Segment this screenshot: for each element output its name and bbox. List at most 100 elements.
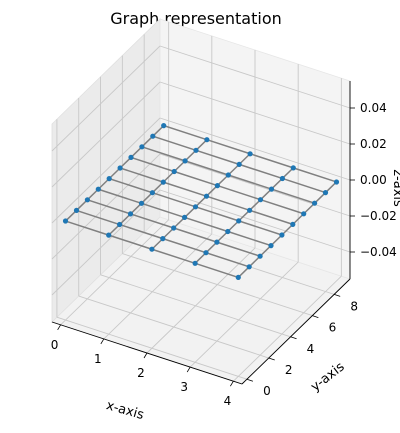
gridline-z-left <box>51 81 161 188</box>
graph-node <box>149 190 155 196</box>
x-tick <box>230 380 234 387</box>
graph-edge <box>194 262 240 279</box>
graph-node <box>204 137 210 143</box>
graph-node <box>290 165 296 171</box>
graph-node <box>193 147 199 153</box>
graph-node <box>127 211 134 217</box>
graph-node <box>247 151 253 157</box>
graph-node <box>84 197 90 203</box>
x-tick-label: 0 <box>51 338 59 352</box>
graph-node <box>257 253 263 259</box>
x-tick <box>143 352 148 359</box>
graph-node <box>138 200 145 206</box>
graph-edge <box>205 195 251 212</box>
graph-node <box>268 243 274 249</box>
graph-edge <box>248 209 294 226</box>
graph-node <box>214 239 220 245</box>
y-tick-label: 2 <box>285 363 293 377</box>
graph-edge <box>205 251 250 268</box>
graph-node <box>203 250 209 256</box>
graph-edge <box>152 135 197 152</box>
graph-edge <box>249 153 295 169</box>
graph-edge <box>227 174 273 190</box>
graph-edge <box>119 167 165 183</box>
graph-node <box>128 154 134 160</box>
graph-node <box>235 274 241 280</box>
gridline-z-back <box>159 81 351 145</box>
gridline-z-back <box>159 45 351 109</box>
graph-edge <box>162 181 208 197</box>
graph-edge <box>183 216 229 233</box>
x-tick <box>186 366 191 373</box>
graph-node <box>182 158 188 164</box>
z-tick-label: −0.04 <box>360 245 397 259</box>
graph-nodes <box>62 123 340 280</box>
graph-edge <box>216 241 261 257</box>
graph-edge <box>173 170 219 187</box>
gridline-x-floor <box>103 233 213 340</box>
y-axis-label: y-axis <box>308 359 348 394</box>
graph-edge <box>141 146 186 162</box>
graph-node <box>236 161 242 167</box>
gridline-x-floor <box>146 247 256 354</box>
graph-node <box>214 183 220 189</box>
graph-node <box>246 264 252 270</box>
graph-node <box>333 179 340 185</box>
x-tick <box>100 338 105 345</box>
graph-node <box>257 197 264 203</box>
graph-node <box>312 200 318 206</box>
graph-node <box>225 228 231 235</box>
gridline-y-floor <box>100 274 291 338</box>
graph-node <box>290 221 296 227</box>
graph-node <box>149 246 155 252</box>
graph-node <box>247 207 253 213</box>
graph-node <box>279 232 285 238</box>
y-axis-line <box>241 278 351 385</box>
graph-edge <box>270 188 316 204</box>
graph-edge <box>129 213 175 229</box>
x-tick-label: 4 <box>224 394 232 408</box>
graph-node <box>139 144 145 150</box>
graph-node <box>171 225 177 231</box>
gridline-z-back <box>159 189 351 253</box>
graph-node <box>150 133 156 139</box>
graph-edge <box>184 160 230 176</box>
gridline-z-left <box>51 189 161 296</box>
gridline-z-left <box>51 45 161 152</box>
graph-edge <box>227 230 272 247</box>
y-tick-label: 4 <box>307 342 315 356</box>
y-tick <box>246 378 254 382</box>
graph-node <box>268 186 275 192</box>
graph-node <box>192 204 199 210</box>
graph-node <box>160 236 166 242</box>
z-tick-label: 0.04 <box>360 101 387 115</box>
graph-edge <box>107 234 153 250</box>
graph-edge <box>172 227 218 243</box>
gridline-x-floor <box>189 261 299 368</box>
gridline-y-floor <box>122 253 313 317</box>
graph-node <box>192 260 198 266</box>
x-tick-label: 1 <box>94 352 102 366</box>
graph-edge <box>86 199 132 215</box>
graph-edge <box>97 188 143 205</box>
x-tick-label: 3 <box>180 380 188 394</box>
y-tick <box>290 336 297 340</box>
graph-node <box>73 207 80 213</box>
graph-edge <box>108 177 154 194</box>
x-axis-label: x-axis <box>104 398 145 423</box>
z-tick-label: −0.02 <box>360 209 397 223</box>
graph-node <box>301 211 307 217</box>
x-tick <box>57 324 61 331</box>
graph-edge <box>292 167 338 183</box>
graph-edge <box>281 177 327 194</box>
y-tick <box>334 293 341 297</box>
graph-edge <box>140 202 186 219</box>
gridline-x-floor <box>233 275 342 382</box>
y-tick-label: 6 <box>329 321 337 335</box>
chart-title: Graph representation <box>110 9 282 28</box>
graph-edge <box>130 156 175 173</box>
graph-edge <box>162 237 207 254</box>
